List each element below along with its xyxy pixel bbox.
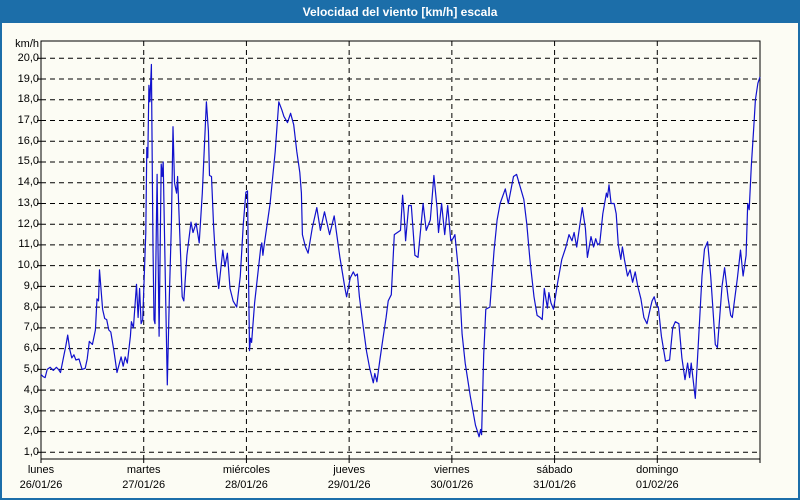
x-day-label: domingo xyxy=(636,464,679,476)
y-tick-label: 19,0 xyxy=(17,72,39,85)
x-day-label: lunes xyxy=(27,464,55,476)
chart-title-bar: Velocidad del viento [km/h] escala xyxy=(2,2,798,23)
x-day-label: martes xyxy=(126,464,161,476)
y-tick-label: 10,0 xyxy=(17,259,39,272)
x-date-label: 27/01/26 xyxy=(122,479,166,491)
y-tick-label: 12,0 xyxy=(17,217,39,230)
y-tick-label: 17,0 xyxy=(17,114,39,126)
y-tick-label: 15,0 xyxy=(17,155,39,168)
plot-border xyxy=(40,40,761,460)
x-day-label: sábado xyxy=(536,464,573,476)
y-tick-label: 14,0 xyxy=(17,176,39,189)
y-tick-label: 4,0 xyxy=(23,383,39,396)
y-tick-label: 9,0 xyxy=(23,279,39,292)
y-tick-label: 18,0 xyxy=(17,93,39,106)
y-tick-label: 16,0 xyxy=(17,134,39,147)
x-day-label: viernes xyxy=(434,464,470,476)
y-tick-label: 8,0 xyxy=(23,300,39,313)
x-date-label: 01/02/26 xyxy=(635,479,679,491)
wind-speed-series-line xyxy=(40,63,761,438)
x-day-label: miércoles xyxy=(222,464,270,476)
y-tick-label: 6,0 xyxy=(23,342,39,355)
x-day-label: jueves xyxy=(333,464,366,476)
y-tick-label: 2,0 xyxy=(23,425,39,438)
y-tick-label: 13,0 xyxy=(17,196,39,209)
y-tick-label: 3,0 xyxy=(23,404,39,417)
x-date-label: 29/01/26 xyxy=(327,479,371,491)
x-date-label: 30/01/26 xyxy=(430,479,474,491)
x-date-label: 26/01/26 xyxy=(19,479,63,491)
y-tick-label: 11,0 xyxy=(18,238,39,251)
y-axis-unit-label: km/h xyxy=(15,38,39,50)
chart-title: Velocidad del viento [km/h] escala xyxy=(302,5,498,19)
x-date-label: 28/01/26 xyxy=(225,479,268,491)
y-tick-label: 1,0 xyxy=(23,445,39,458)
y-tick-label: 5,0 xyxy=(23,362,39,375)
x-date-label: 31/01/26 xyxy=(533,479,576,491)
y-tick-label: 7,0 xyxy=(23,321,39,334)
y-tick-label: 20,0 xyxy=(17,51,39,64)
